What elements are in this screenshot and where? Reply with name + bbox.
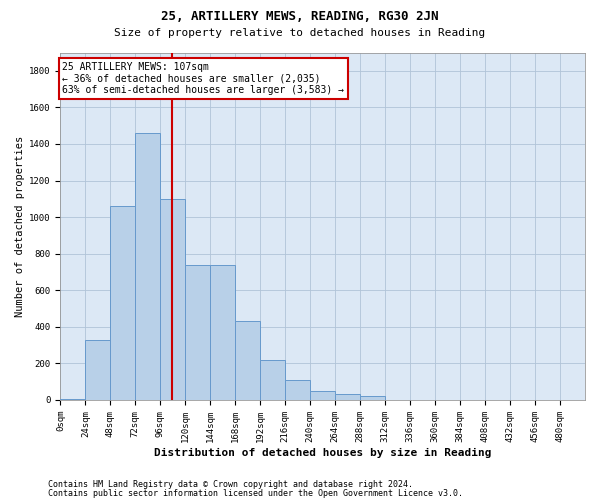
Text: Contains public sector information licensed under the Open Government Licence v3: Contains public sector information licen… xyxy=(48,488,463,498)
Bar xyxy=(61,399,85,400)
Text: 25 ARTILLERY MEWS: 107sqm
← 36% of detached houses are smaller (2,035)
63% of se: 25 ARTILLERY MEWS: 107sqm ← 36% of detac… xyxy=(62,62,344,95)
Text: Contains HM Land Registry data © Crown copyright and database right 2024.: Contains HM Land Registry data © Crown c… xyxy=(48,480,413,489)
Bar xyxy=(160,199,185,400)
Bar xyxy=(110,206,136,400)
Y-axis label: Number of detached properties: Number of detached properties xyxy=(15,136,25,317)
X-axis label: Distribution of detached houses by size in Reading: Distribution of detached houses by size … xyxy=(154,448,491,458)
Bar xyxy=(235,322,260,400)
Bar xyxy=(360,396,385,400)
Bar xyxy=(335,394,360,400)
Bar xyxy=(185,264,210,400)
Text: 25, ARTILLERY MEWS, READING, RG30 2JN: 25, ARTILLERY MEWS, READING, RG30 2JN xyxy=(161,10,439,23)
Text: Size of property relative to detached houses in Reading: Size of property relative to detached ho… xyxy=(115,28,485,38)
Bar xyxy=(260,360,285,400)
Bar xyxy=(310,391,335,400)
Bar xyxy=(85,340,110,400)
Bar xyxy=(210,264,235,400)
Bar xyxy=(285,380,310,400)
Bar xyxy=(136,133,160,400)
